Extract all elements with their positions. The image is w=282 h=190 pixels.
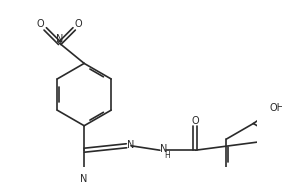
Text: O: O xyxy=(192,116,199,126)
Text: N: N xyxy=(160,144,168,154)
Text: O: O xyxy=(37,19,45,29)
Text: O: O xyxy=(75,19,82,29)
Text: N: N xyxy=(127,140,134,150)
Text: OH: OH xyxy=(269,103,282,113)
Text: N: N xyxy=(56,34,63,44)
Text: N: N xyxy=(80,174,88,184)
Text: H: H xyxy=(164,151,170,160)
